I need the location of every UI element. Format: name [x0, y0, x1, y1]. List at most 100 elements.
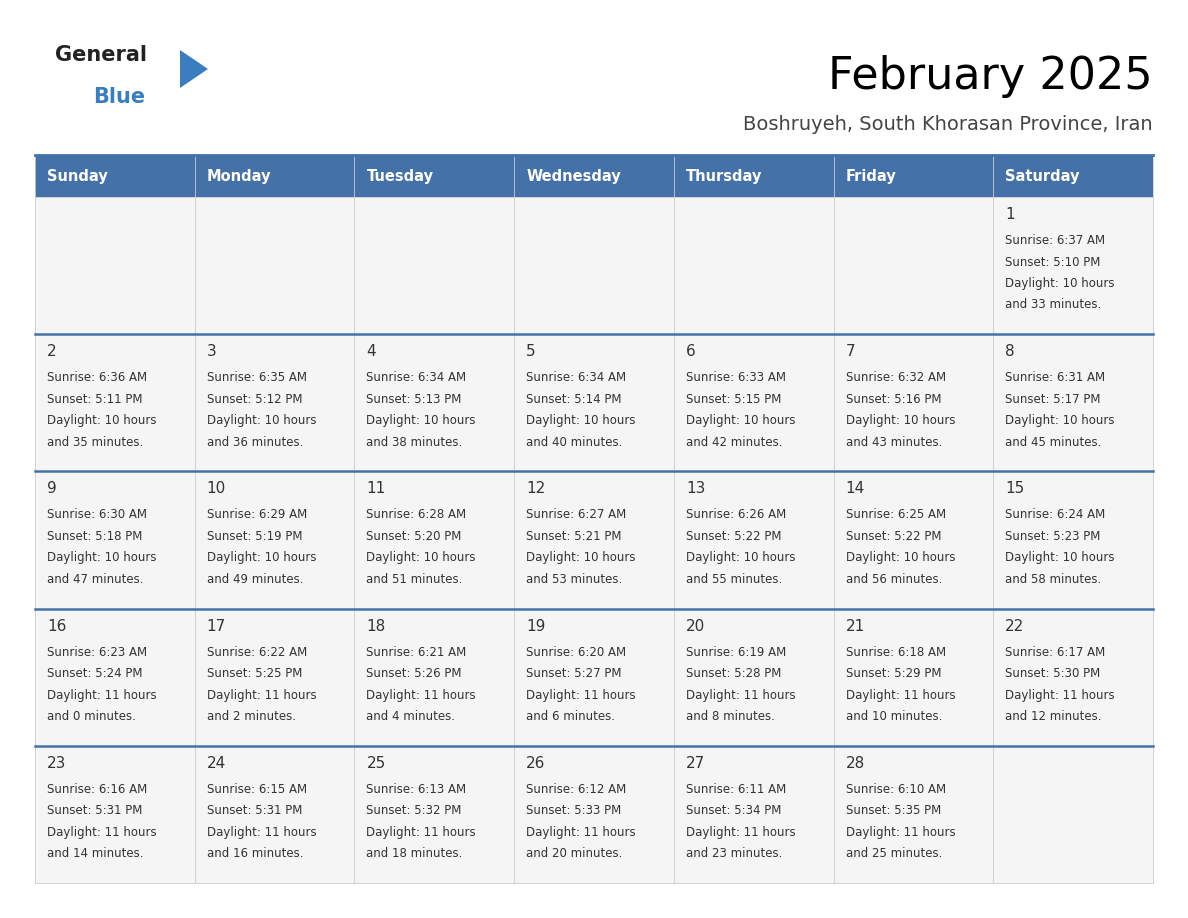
Text: and 33 minutes.: and 33 minutes. [1005, 298, 1101, 311]
Text: Sunset: 5:19 PM: Sunset: 5:19 PM [207, 530, 302, 543]
Bar [195, 197, 354, 334]
Text: 12: 12 [526, 481, 545, 497]
Text: Sunrise: 6:24 AM: Sunrise: 6:24 AM [1005, 509, 1106, 521]
Text: Sunrise: 6:32 AM: Sunrise: 6:32 AM [846, 371, 946, 385]
Text: 27: 27 [685, 756, 706, 771]
Bar [195, 155, 354, 197]
Text: Sunrise: 6:34 AM: Sunrise: 6:34 AM [366, 371, 467, 385]
Text: Monday: Monday [207, 169, 271, 184]
Text: Daylight: 10 hours: Daylight: 10 hours [526, 414, 636, 427]
Text: and 45 minutes.: and 45 minutes. [1005, 436, 1101, 449]
Bar [34, 334, 195, 472]
Text: Boshruyeh, South Khorasan Province, Iran: Boshruyeh, South Khorasan Province, Iran [744, 115, 1154, 134]
Text: Sunset: 5:12 PM: Sunset: 5:12 PM [207, 393, 302, 406]
Text: Daylight: 10 hours: Daylight: 10 hours [685, 552, 795, 565]
Text: and 4 minutes.: and 4 minutes. [366, 711, 455, 723]
Text: 28: 28 [846, 756, 865, 771]
Text: Sunrise: 6:13 AM: Sunrise: 6:13 AM [366, 783, 467, 796]
Text: 23: 23 [48, 756, 67, 771]
Bar [34, 609, 195, 745]
Text: Sunrise: 6:12 AM: Sunrise: 6:12 AM [526, 783, 626, 796]
Text: Sunrise: 6:27 AM: Sunrise: 6:27 AM [526, 509, 626, 521]
Text: and 51 minutes.: and 51 minutes. [366, 573, 463, 586]
Bar [354, 155, 514, 197]
Text: Daylight: 10 hours: Daylight: 10 hours [366, 552, 476, 565]
Text: Daylight: 11 hours: Daylight: 11 hours [48, 688, 157, 701]
Text: Daylight: 10 hours: Daylight: 10 hours [1005, 552, 1114, 565]
Text: and 25 minutes.: and 25 minutes. [846, 847, 942, 860]
Bar [834, 197, 993, 334]
Polygon shape [181, 50, 208, 88]
Text: Sunset: 5:34 PM: Sunset: 5:34 PM [685, 804, 782, 817]
Text: Sunset: 5:18 PM: Sunset: 5:18 PM [48, 530, 143, 543]
Text: Daylight: 11 hours: Daylight: 11 hours [207, 688, 316, 701]
Text: and 18 minutes.: and 18 minutes. [366, 847, 463, 860]
Text: Daylight: 10 hours: Daylight: 10 hours [366, 414, 476, 427]
Text: Daylight: 11 hours: Daylight: 11 hours [207, 826, 316, 839]
Text: Sunset: 5:10 PM: Sunset: 5:10 PM [1005, 255, 1100, 268]
Bar [354, 472, 514, 609]
Bar [993, 334, 1154, 472]
Text: Daylight: 11 hours: Daylight: 11 hours [48, 826, 157, 839]
Text: 8: 8 [1005, 344, 1015, 359]
Text: and 16 minutes.: and 16 minutes. [207, 847, 303, 860]
Text: and 47 minutes.: and 47 minutes. [48, 573, 144, 586]
Text: Wednesday: Wednesday [526, 169, 621, 184]
Bar [34, 155, 195, 197]
Text: Sunset: 5:24 PM: Sunset: 5:24 PM [48, 667, 143, 680]
Text: Sunset: 5:22 PM: Sunset: 5:22 PM [846, 530, 941, 543]
Text: and 2 minutes.: and 2 minutes. [207, 711, 296, 723]
Text: Daylight: 10 hours: Daylight: 10 hours [526, 552, 636, 565]
Text: Sunrise: 6:29 AM: Sunrise: 6:29 AM [207, 509, 307, 521]
Text: Sunset: 5:13 PM: Sunset: 5:13 PM [366, 393, 462, 406]
Text: Thursday: Thursday [685, 169, 763, 184]
Text: and 49 minutes.: and 49 minutes. [207, 573, 303, 586]
Text: Daylight: 10 hours: Daylight: 10 hours [48, 414, 157, 427]
Bar [834, 609, 993, 745]
Bar [674, 155, 834, 197]
Text: Saturday: Saturday [1005, 169, 1080, 184]
Bar [195, 609, 354, 745]
Text: 3: 3 [207, 344, 216, 359]
Text: 10: 10 [207, 481, 226, 497]
Text: Daylight: 11 hours: Daylight: 11 hours [366, 826, 476, 839]
Bar [354, 609, 514, 745]
Text: Sunrise: 6:28 AM: Sunrise: 6:28 AM [366, 509, 467, 521]
Text: and 56 minutes.: and 56 minutes. [846, 573, 942, 586]
Text: Sunset: 5:35 PM: Sunset: 5:35 PM [846, 804, 941, 817]
Text: Sunrise: 6:15 AM: Sunrise: 6:15 AM [207, 783, 307, 796]
Text: Daylight: 10 hours: Daylight: 10 hours [846, 414, 955, 427]
Text: Sunrise: 6:35 AM: Sunrise: 6:35 AM [207, 371, 307, 385]
Text: 4: 4 [366, 344, 377, 359]
Bar [514, 197, 674, 334]
Text: and 35 minutes.: and 35 minutes. [48, 436, 144, 449]
Text: and 14 minutes.: and 14 minutes. [48, 847, 144, 860]
Text: Sunset: 5:31 PM: Sunset: 5:31 PM [48, 804, 143, 817]
Text: Sunset: 5:20 PM: Sunset: 5:20 PM [366, 530, 462, 543]
Text: 1: 1 [1005, 207, 1015, 222]
Text: and 8 minutes.: and 8 minutes. [685, 711, 775, 723]
Text: Tuesday: Tuesday [366, 169, 434, 184]
Text: Sunrise: 6:37 AM: Sunrise: 6:37 AM [1005, 234, 1105, 247]
Bar [195, 745, 354, 883]
Bar [514, 745, 674, 883]
Bar [674, 745, 834, 883]
Bar [34, 197, 195, 334]
Text: Daylight: 10 hours: Daylight: 10 hours [207, 414, 316, 427]
Text: 26: 26 [526, 756, 545, 771]
Text: Daylight: 11 hours: Daylight: 11 hours [526, 826, 636, 839]
Text: Sunset: 5:16 PM: Sunset: 5:16 PM [846, 393, 941, 406]
Text: 20: 20 [685, 619, 706, 633]
Bar [674, 609, 834, 745]
Text: and 42 minutes.: and 42 minutes. [685, 436, 783, 449]
Bar [993, 472, 1154, 609]
Text: 22: 22 [1005, 619, 1024, 633]
Text: Daylight: 11 hours: Daylight: 11 hours [366, 688, 476, 701]
Text: Sunset: 5:33 PM: Sunset: 5:33 PM [526, 804, 621, 817]
Text: Sunset: 5:22 PM: Sunset: 5:22 PM [685, 530, 782, 543]
Text: 7: 7 [846, 344, 855, 359]
Text: and 12 minutes.: and 12 minutes. [1005, 711, 1101, 723]
Text: Daylight: 10 hours: Daylight: 10 hours [1005, 414, 1114, 427]
Text: 14: 14 [846, 481, 865, 497]
Text: and 6 minutes.: and 6 minutes. [526, 711, 615, 723]
